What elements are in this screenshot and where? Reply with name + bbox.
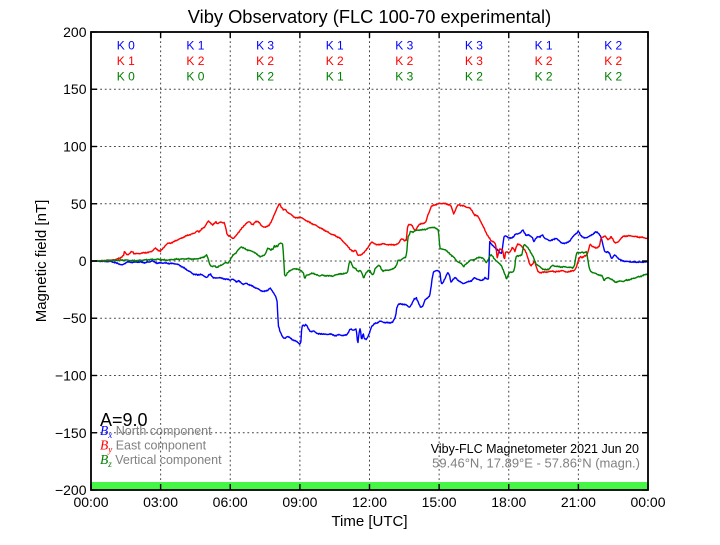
svg-text:K 3: K 3 xyxy=(465,54,483,68)
svg-text:K 3: K 3 xyxy=(395,39,413,53)
svg-text:Viby-FLC Magnetometer 2021 Jun: Viby-FLC Magnetometer 2021 Jun 20 xyxy=(431,442,639,456)
svg-text:By East component: By East component xyxy=(100,438,207,455)
svg-text:100: 100 xyxy=(63,139,87,155)
svg-text:K 2: K 2 xyxy=(535,54,553,68)
svg-text:K 2: K 2 xyxy=(186,54,204,68)
svg-text:K 0: K 0 xyxy=(117,39,135,53)
svg-text:K 1: K 1 xyxy=(326,39,344,53)
svg-text:0: 0 xyxy=(79,253,87,269)
svg-text:−150: −150 xyxy=(55,425,87,441)
svg-text:K 2: K 2 xyxy=(604,54,622,68)
svg-text:A=9.0: A=9.0 xyxy=(100,410,148,430)
svg-text:Magnetic field [nT]: Magnetic field [nT] xyxy=(33,200,50,323)
svg-text:K 3: K 3 xyxy=(465,39,483,53)
svg-text:K 1: K 1 xyxy=(186,39,204,53)
svg-text:K 2: K 2 xyxy=(465,70,483,84)
svg-text:03:00: 03:00 xyxy=(143,494,178,510)
svg-text:06:00: 06:00 xyxy=(213,494,248,510)
svg-text:K 2: K 2 xyxy=(326,54,344,68)
svg-text:21:00: 21:00 xyxy=(561,494,596,510)
svg-text:Bx North component: Bx North component xyxy=(100,423,212,440)
svg-text:Bz Vertical component: Bz Vertical component xyxy=(100,452,222,469)
svg-text:50: 50 xyxy=(71,196,87,212)
svg-text:K 1: K 1 xyxy=(535,39,553,53)
svg-text:150: 150 xyxy=(63,81,87,97)
svg-text:−50: −50 xyxy=(63,310,87,326)
svg-text:K 2: K 2 xyxy=(256,70,274,84)
svg-text:K 3: K 3 xyxy=(395,70,413,84)
svg-text:K 1: K 1 xyxy=(326,70,344,84)
svg-text:12:00: 12:00 xyxy=(352,494,387,510)
svg-text:Viby Observatory (FLC 100-70 e: Viby Observatory (FLC 100-70 experimenta… xyxy=(188,6,551,27)
svg-text:Time [UTC]: Time [UTC] xyxy=(331,513,407,530)
svg-text:K 2: K 2 xyxy=(604,70,622,84)
svg-text:00:00: 00:00 xyxy=(73,494,108,510)
svg-text:K 2: K 2 xyxy=(256,54,274,68)
svg-text:09:00: 09:00 xyxy=(282,494,317,510)
svg-text:00:00: 00:00 xyxy=(630,494,665,510)
svg-text:200: 200 xyxy=(63,24,87,40)
svg-text:K 0: K 0 xyxy=(117,70,135,84)
svg-text:K 2: K 2 xyxy=(535,70,553,84)
svg-text:15:00: 15:00 xyxy=(422,494,457,510)
svg-text:59.46°N, 17.89°E - 57.86°N (ma: 59.46°N, 17.89°E - 57.86°N (magn.) xyxy=(432,456,640,471)
svg-text:K 2: K 2 xyxy=(604,39,622,53)
svg-text:K 3: K 3 xyxy=(256,39,274,53)
svg-text:18:00: 18:00 xyxy=(491,494,526,510)
svg-text:K 0: K 0 xyxy=(186,70,204,84)
svg-text:−100: −100 xyxy=(55,368,87,384)
svg-text:−200: −200 xyxy=(55,482,87,498)
svg-text:K 2: K 2 xyxy=(395,54,413,68)
svg-text:K 1: K 1 xyxy=(117,54,135,68)
